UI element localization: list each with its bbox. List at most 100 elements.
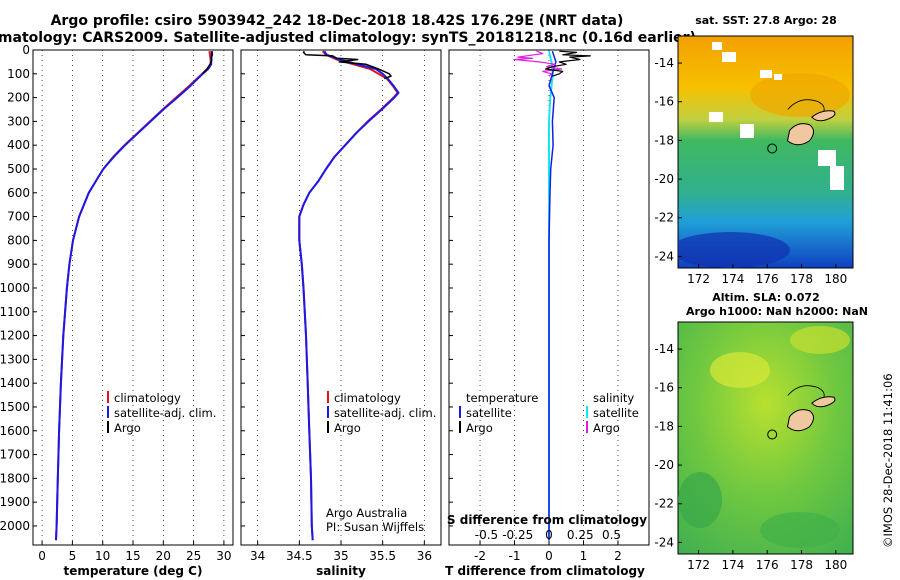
- sla-low-patch: [760, 512, 840, 548]
- figure-title-line1: Argo profile: csiro 5903942_242 18-Dec-2…: [51, 13, 624, 29]
- sst-cloud-mask: [760, 70, 772, 78]
- map-x-tick-label: 172: [687, 272, 710, 286]
- depth-tick-label: 100: [7, 67, 30, 81]
- map-y-tick-label: -14: [654, 342, 674, 356]
- depth-tick-label: 800: [7, 233, 30, 247]
- map-x-tick-label: 176: [756, 558, 779, 572]
- depth-tick-label: 700: [7, 210, 30, 224]
- legend-satellite-label: satellite-adj. clim.: [334, 406, 436, 420]
- sla-map-title: Altim. SLA: 0.072: [712, 291, 819, 304]
- satellite-line: [298, 50, 400, 541]
- depth-tick-label: 1800: [0, 471, 30, 485]
- t-satellite-diff-line: [548, 50, 557, 541]
- x-tick-label: 25: [186, 549, 201, 563]
- depth-tick-label: 1400: [0, 376, 30, 390]
- sla-map: [677, 321, 854, 555]
- salinity-panel-frame: [240, 49, 442, 546]
- s-diff-tick-label: -0.5: [475, 528, 498, 542]
- sla-high-patch: [790, 326, 850, 354]
- map-y-tick-label: -24: [654, 535, 674, 549]
- map-y-tick-label: -22: [654, 211, 674, 225]
- x-tick-label: 15: [125, 549, 140, 563]
- depth-tick-label: 1700: [0, 448, 30, 462]
- x-tick-label: 0: [38, 549, 46, 563]
- map-y-tick-label: -18: [654, 419, 674, 433]
- credit-line1: Argo Australia: [326, 506, 407, 520]
- sst-map-title: sat. SST: 27.8 Argo: 28: [695, 14, 837, 27]
- legend-climatology-label: climatology: [114, 391, 181, 405]
- viti-levu-island: [786, 409, 815, 432]
- sla-map-axes: 172 174 176 178 180 -14 -16 -18 -20 -22 -24: [654, 342, 847, 572]
- sla-low-patch: [678, 472, 722, 528]
- sst-cloud-mask: [722, 52, 736, 62]
- depth-tick-label: 300: [7, 114, 30, 128]
- argo-line: [202, 50, 214, 75]
- depth-tick-label: 500: [7, 162, 30, 176]
- sst-map: [677, 35, 854, 269]
- sst-warm-patch: [750, 73, 850, 117]
- difference-xlabel: T difference from climatology: [445, 564, 645, 578]
- s-diff-tick-label: 0.5: [602, 528, 621, 542]
- fiji-land: [786, 385, 836, 432]
- legend-t-satellite-label: satellite: [466, 406, 512, 420]
- depth-tick-label: 1200: [0, 329, 30, 343]
- map-y-tick-label: -24: [654, 249, 674, 263]
- x-tick-label: 0: [545, 549, 553, 563]
- legend-t-argo-label: Argo: [466, 421, 493, 435]
- viti-levu-island: [786, 123, 815, 146]
- depth-tick-label: 600: [7, 186, 30, 200]
- map-x-tick-label: 172: [687, 558, 710, 572]
- temperature-xlabel: temperature (deg C): [64, 564, 203, 578]
- depth-tick-label: 1100: [0, 305, 30, 319]
- map-y-tick-label: -16: [654, 381, 674, 395]
- figure-title-line2: Climatology: CARS2009. Satellite-adjuste…: [0, 30, 696, 46]
- s-diff-tick-label: -0.25: [502, 528, 533, 542]
- vanua-levu-island: [811, 396, 836, 408]
- x-tick-label: -2: [474, 549, 486, 563]
- depth-tick-label: 1900: [0, 495, 30, 509]
- depth-tick-label: 2000: [0, 519, 30, 533]
- depth-tick-label: 0: [22, 43, 30, 57]
- argo-line: [302, 50, 392, 80]
- sst-cloud-mask: [818, 150, 836, 166]
- x-tick-label: 2: [614, 549, 622, 563]
- x-tick-label: 35.5: [369, 549, 396, 563]
- legend-climatology-label: climatology: [334, 391, 401, 405]
- map-x-tick-label: 174: [721, 272, 744, 286]
- sst-cloud-mask: [709, 112, 723, 122]
- argo-float-marker: [767, 143, 778, 154]
- s-argo-diff-line: [513, 50, 563, 77]
- sst-cloud-mask: [774, 74, 782, 80]
- legend-argo-label: Argo: [114, 421, 141, 435]
- x-tick-label: 34.5: [286, 549, 313, 563]
- map-y-tick-label: -16: [654, 95, 674, 109]
- x-tick-label: 20: [156, 549, 171, 563]
- map-y-tick-label: -14: [654, 56, 674, 70]
- x-tick-label: 36: [417, 549, 432, 563]
- x-tick-label: 1: [580, 549, 588, 563]
- map-y-tick-label: -20: [654, 172, 674, 186]
- sla-map-subtitle: Argo h1000: NaN h2000: NaN: [686, 305, 868, 318]
- depth-tick-label: 900: [7, 257, 30, 271]
- legend-s-argo-label: Argo: [593, 421, 620, 435]
- legend-s-satellite-label: satellite: [593, 406, 639, 420]
- difference-legend: temperature satellite Argo salinity sate…: [459, 391, 639, 435]
- depth-tick-label: 200: [7, 91, 30, 105]
- sst-cloud-mask: [712, 42, 722, 50]
- depth-axis: 0 100 200 300 400 500 600 700 800 900 1000 1100 1200…: [0, 43, 453, 533]
- x-tick-label: 10: [95, 549, 110, 563]
- legend-salinity-title: salinity: [593, 391, 634, 405]
- depth-tick-label: 1000: [0, 281, 30, 295]
- salinity-xlabel: salinity: [316, 564, 366, 578]
- t-argo-diff-line: [544, 50, 592, 77]
- map-y-tick-label: -20: [654, 458, 674, 472]
- depth-tick-label: 1600: [0, 424, 30, 438]
- s-difference-xlabel: S difference from climatology: [447, 513, 647, 527]
- reef-outline: [787, 385, 825, 398]
- temperature-legend: climatology satellite-adj. clim. Argo: [107, 391, 216, 435]
- sst-cloud-mask: [830, 166, 844, 190]
- map-x-tick-label: 178: [790, 272, 813, 286]
- depth-tick-label: 400: [7, 138, 30, 152]
- s-diff-tick-label: 0.25: [567, 528, 594, 542]
